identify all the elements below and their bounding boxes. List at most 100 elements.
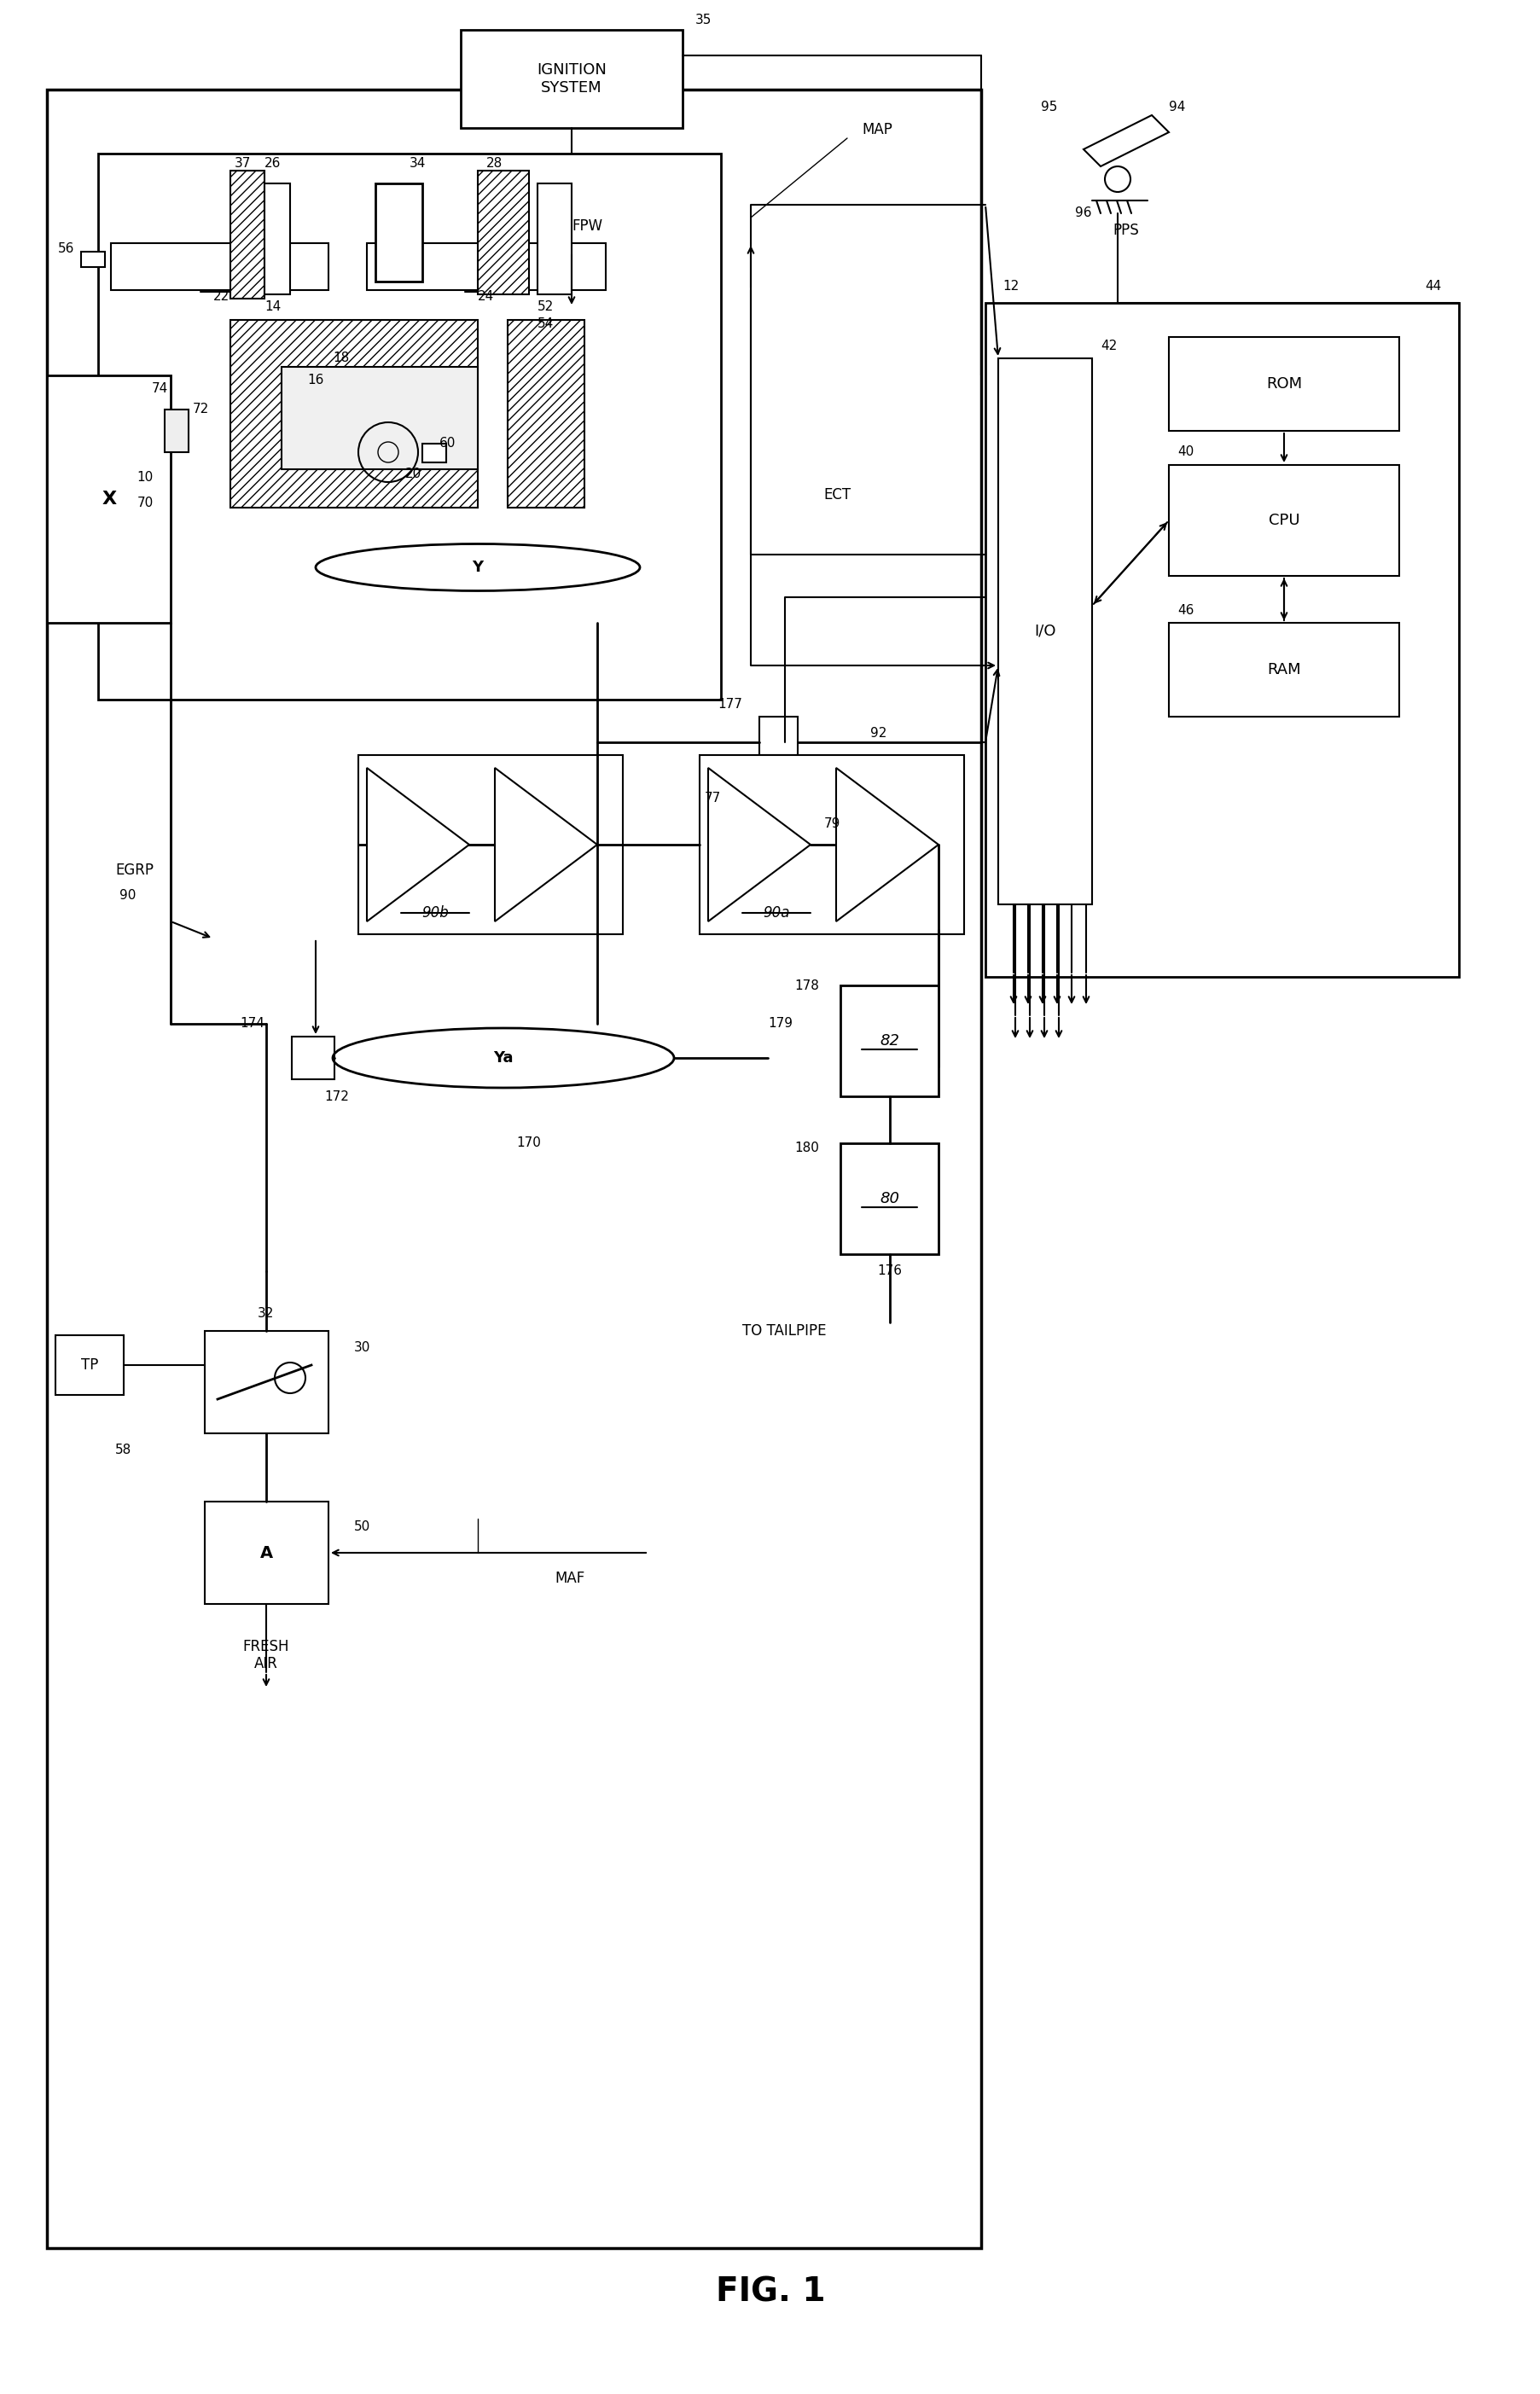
Text: 30: 30 bbox=[354, 1341, 371, 1355]
Text: 174: 174 bbox=[240, 1017, 265, 1029]
Bar bbox=[986, 304, 1458, 977]
Text: 170: 170 bbox=[516, 1137, 541, 1149]
Bar bbox=[998, 359, 1092, 905]
Bar bbox=[205, 1501, 328, 1604]
Text: 72: 72 bbox=[192, 402, 208, 417]
Bar bbox=[477, 170, 528, 294]
Text: 79: 79 bbox=[824, 816, 839, 831]
Text: 176: 176 bbox=[876, 1264, 902, 1278]
Text: TP: TP bbox=[80, 1357, 99, 1372]
Text: 70: 70 bbox=[137, 498, 152, 510]
Text: 172: 172 bbox=[325, 1089, 350, 1104]
Text: RAM: RAM bbox=[1266, 663, 1300, 678]
Bar bbox=[99, 153, 721, 699]
Text: 180: 180 bbox=[795, 1142, 819, 1154]
Bar bbox=[1169, 622, 1398, 716]
Text: 82: 82 bbox=[879, 1034, 899, 1049]
Bar bbox=[231, 170, 265, 299]
Text: 92: 92 bbox=[870, 728, 887, 740]
Text: 90: 90 bbox=[120, 891, 136, 903]
Bar bbox=[1169, 338, 1398, 431]
Bar bbox=[282, 366, 477, 469]
Bar bbox=[1169, 464, 1398, 577]
Text: TO TAILPIPE: TO TAILPIPE bbox=[742, 1324, 825, 1338]
Text: 46: 46 bbox=[1177, 603, 1194, 615]
Text: 50: 50 bbox=[354, 1520, 370, 1535]
Text: 95: 95 bbox=[1041, 101, 1056, 113]
Text: 42: 42 bbox=[1100, 340, 1116, 352]
Bar bbox=[537, 184, 571, 294]
Text: 52: 52 bbox=[537, 302, 554, 314]
Text: 34: 34 bbox=[410, 158, 427, 170]
Text: 20: 20 bbox=[405, 467, 422, 479]
Text: FRESH
AIR: FRESH AIR bbox=[243, 1637, 290, 1671]
Bar bbox=[759, 716, 798, 754]
Bar bbox=[507, 321, 584, 508]
Text: Y: Y bbox=[471, 560, 484, 575]
Text: 37: 37 bbox=[234, 158, 251, 170]
Text: 10: 10 bbox=[137, 472, 152, 484]
Bar bbox=[46, 376, 171, 622]
Bar bbox=[460, 29, 682, 127]
Text: 14: 14 bbox=[265, 302, 282, 314]
Polygon shape bbox=[1083, 115, 1169, 165]
Polygon shape bbox=[836, 768, 938, 922]
Text: 94: 94 bbox=[1169, 101, 1184, 113]
Text: ROM: ROM bbox=[1266, 376, 1301, 393]
Bar bbox=[46, 89, 981, 2248]
Bar bbox=[165, 409, 188, 452]
Text: ECT: ECT bbox=[822, 486, 850, 503]
Text: 24: 24 bbox=[477, 290, 494, 304]
Text: 22: 22 bbox=[214, 290, 229, 304]
Text: 35: 35 bbox=[695, 14, 711, 26]
Text: 60: 60 bbox=[439, 438, 456, 450]
Text: Ya: Ya bbox=[493, 1051, 513, 1065]
Text: 58: 58 bbox=[116, 1444, 132, 1458]
Polygon shape bbox=[494, 768, 598, 922]
Text: A: A bbox=[260, 1544, 273, 1561]
Text: 16: 16 bbox=[308, 373, 323, 385]
Text: PPS: PPS bbox=[1112, 223, 1138, 237]
Bar bbox=[231, 321, 477, 508]
Bar bbox=[422, 443, 447, 462]
Text: 177: 177 bbox=[718, 697, 742, 711]
Text: FPW: FPW bbox=[571, 218, 602, 235]
Text: 26: 26 bbox=[265, 158, 282, 170]
Text: 179: 179 bbox=[767, 1017, 792, 1029]
Bar bbox=[839, 1144, 938, 1254]
Polygon shape bbox=[367, 768, 470, 922]
Bar bbox=[82, 251, 105, 268]
Text: MAF: MAF bbox=[554, 1570, 584, 1587]
Text: 90a: 90a bbox=[762, 905, 790, 922]
Text: I/O: I/O bbox=[1033, 625, 1055, 639]
Bar bbox=[839, 986, 938, 1096]
Text: 54: 54 bbox=[537, 318, 554, 330]
Text: 12: 12 bbox=[1003, 280, 1018, 292]
Text: 74: 74 bbox=[152, 381, 168, 395]
Text: CPU: CPU bbox=[1267, 512, 1298, 529]
Text: 56: 56 bbox=[59, 242, 74, 256]
Text: 77: 77 bbox=[704, 792, 721, 804]
Text: 44: 44 bbox=[1424, 280, 1441, 292]
Text: FIG. 1: FIG. 1 bbox=[715, 2274, 825, 2308]
Text: 40: 40 bbox=[1177, 445, 1194, 460]
Bar bbox=[359, 754, 622, 934]
Bar bbox=[367, 244, 605, 290]
Polygon shape bbox=[708, 768, 810, 922]
Text: 28: 28 bbox=[487, 158, 502, 170]
Text: IGNITION
SYSTEM: IGNITION SYSTEM bbox=[536, 62, 607, 96]
Text: 80: 80 bbox=[879, 1192, 899, 1207]
Text: MAP: MAP bbox=[861, 122, 892, 136]
Text: 90b: 90b bbox=[422, 905, 448, 922]
Text: 18: 18 bbox=[333, 352, 350, 364]
Bar bbox=[205, 1331, 328, 1434]
Bar bbox=[265, 184, 290, 294]
Text: EGRP: EGRP bbox=[116, 862, 154, 879]
Text: 96: 96 bbox=[1075, 206, 1090, 220]
Text: 178: 178 bbox=[795, 979, 819, 991]
Bar bbox=[111, 244, 328, 290]
Bar bbox=[291, 1037, 334, 1080]
Bar bbox=[376, 184, 422, 282]
Text: X: X bbox=[102, 491, 117, 508]
Bar bbox=[55, 1336, 123, 1396]
